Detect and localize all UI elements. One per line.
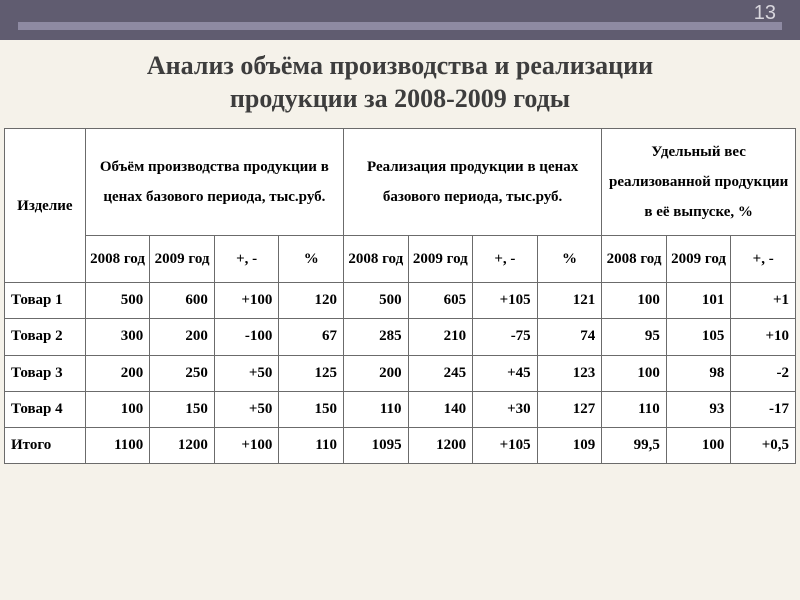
title-line-2: продукции за 2008-2009 годы	[230, 84, 570, 113]
cell-value: 67	[279, 319, 344, 355]
cell-value: +50	[214, 391, 279, 427]
cell-value: 150	[279, 391, 344, 427]
cell-value: 1200	[150, 428, 215, 464]
cell-value: 285	[344, 319, 409, 355]
cell-value: -75	[473, 319, 538, 355]
header-row-groups: Изделие Объём производства продукции в ц…	[5, 129, 796, 236]
cell-value: +30	[473, 391, 538, 427]
sub-header: 2009 год	[408, 236, 473, 283]
slide-top-accent	[18, 22, 782, 30]
cell-value: -2	[731, 355, 796, 391]
sub-header: 2008 год	[602, 236, 667, 283]
cell-value: 100	[666, 428, 731, 464]
sub-header: +, -	[473, 236, 538, 283]
cell-value: +0,5	[731, 428, 796, 464]
cell-value: 109	[537, 428, 602, 464]
cell-value: 1200	[408, 428, 473, 464]
cell-value: 95	[602, 319, 667, 355]
sub-header: +, -	[214, 236, 279, 283]
cell-value: +105	[473, 428, 538, 464]
table-row: Товар 4100150+50150110140+3012711093-17	[5, 391, 796, 427]
cell-value: 105	[666, 319, 731, 355]
cell-value: 150	[150, 391, 215, 427]
cell-value: 500	[85, 283, 150, 319]
page-title: Анализ объёма производства и реализации …	[0, 50, 800, 115]
cell-value: +45	[473, 355, 538, 391]
cell-value: 1100	[85, 428, 150, 464]
sub-header: %	[279, 236, 344, 283]
sub-header: 2008 год	[85, 236, 150, 283]
cell-value: 140	[408, 391, 473, 427]
cell-value: 210	[408, 319, 473, 355]
cell-value: 200	[150, 319, 215, 355]
col-group-production: Объём производства продукции в ценах баз…	[85, 129, 343, 236]
cell-value: 101	[666, 283, 731, 319]
cell-value: 99,5	[602, 428, 667, 464]
cell-value: 200	[344, 355, 409, 391]
cell-value: 500	[344, 283, 409, 319]
table-row: Товар 2300200-10067285210-757495105+10	[5, 319, 796, 355]
col-header-product: Изделие	[5, 129, 86, 283]
cell-value: 250	[150, 355, 215, 391]
col-group-weight: Удельный вес реализованной продукции в е…	[602, 129, 796, 236]
page-number: 13	[754, 2, 776, 25]
cell-value: 110	[279, 428, 344, 464]
cell-value: 1095	[344, 428, 409, 464]
cell-value: +10	[731, 319, 796, 355]
sub-header: %	[537, 236, 602, 283]
cell-value: 245	[408, 355, 473, 391]
cell-value: 74	[537, 319, 602, 355]
cell-value: +50	[214, 355, 279, 391]
cell-value: 98	[666, 355, 731, 391]
sub-header: 2008 год	[344, 236, 409, 283]
cell-value: 100	[602, 355, 667, 391]
sub-header: 2009 год	[150, 236, 215, 283]
col-group-sales: Реализация продукции в ценах базового пе…	[344, 129, 602, 236]
cell-value: 121	[537, 283, 602, 319]
cell-value: +1	[731, 283, 796, 319]
row-label: Итого	[5, 428, 86, 464]
title-line-1: Анализ объёма производства и реализации	[147, 51, 653, 80]
cell-value: -100	[214, 319, 279, 355]
cell-value: 100	[602, 283, 667, 319]
table-head: Изделие Объём производства продукции в ц…	[5, 129, 796, 283]
header-row-subs: 2008 год 2009 год +, - % 2008 год 2009 г…	[5, 236, 796, 283]
table-row: Товар 1500600+100120500605+105121100101+…	[5, 283, 796, 319]
table-row: Итого11001200+10011010951200+10510999,51…	[5, 428, 796, 464]
sub-header: +, -	[731, 236, 796, 283]
data-table: Изделие Объём производства продукции в ц…	[4, 128, 796, 464]
cell-value: 100	[85, 391, 150, 427]
slide-top-frame: 13	[0, 0, 800, 40]
cell-value: 93	[666, 391, 731, 427]
cell-value: 110	[602, 391, 667, 427]
cell-value: 300	[85, 319, 150, 355]
row-label: Товар 3	[5, 355, 86, 391]
row-label: Товар 4	[5, 391, 86, 427]
table-body: Товар 1500600+100120500605+105121100101+…	[5, 283, 796, 464]
data-table-container: Изделие Объём производства продукции в ц…	[4, 128, 796, 464]
sub-header: 2009 год	[666, 236, 731, 283]
cell-value: -17	[731, 391, 796, 427]
cell-value: 125	[279, 355, 344, 391]
cell-value: +105	[473, 283, 538, 319]
cell-value: 123	[537, 355, 602, 391]
row-label: Товар 2	[5, 319, 86, 355]
row-label: Товар 1	[5, 283, 86, 319]
table-row: Товар 3200250+50125200245+4512310098-2	[5, 355, 796, 391]
cell-value: +100	[214, 428, 279, 464]
cell-value: 127	[537, 391, 602, 427]
cell-value: +100	[214, 283, 279, 319]
cell-value: 605	[408, 283, 473, 319]
cell-value: 600	[150, 283, 215, 319]
cell-value: 110	[344, 391, 409, 427]
cell-value: 120	[279, 283, 344, 319]
cell-value: 200	[85, 355, 150, 391]
